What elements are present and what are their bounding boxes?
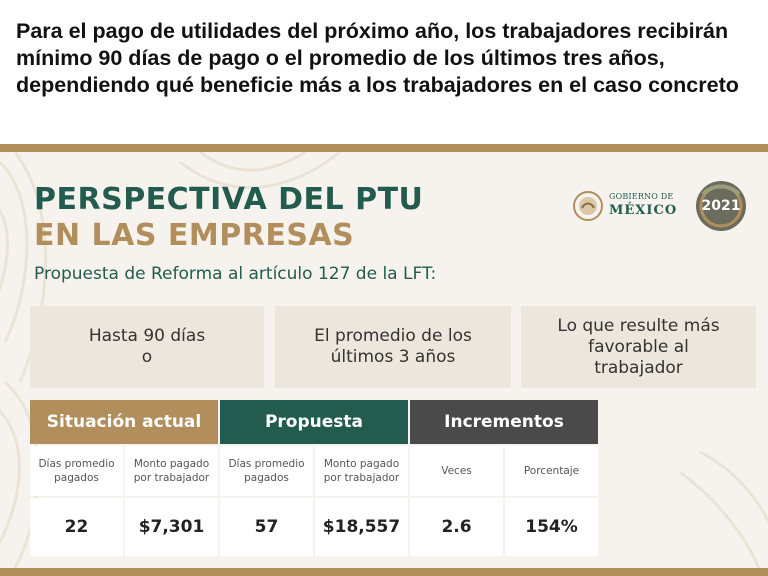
gobierno-de-mexico-logo: GOBIERNO DE MÉXICO <box>572 188 684 224</box>
logo-big-text: MÉXICO <box>609 203 678 218</box>
slide-title-line1: PERSPECTIVA DEL PTU <box>34 182 424 217</box>
card-text: El promedio de los últimos 3 años <box>314 326 472 367</box>
header-incrementos: Incrementos <box>410 400 598 444</box>
value-porcentaje: 154% <box>505 498 598 556</box>
slide-title-line2: EN LAS EMPRESAS <box>34 218 355 253</box>
card-mas-favorable: Lo que resulte más favorable al trabajad… <box>521 306 756 388</box>
card-hasta-90-dias: Hasta 90 días o <box>30 306 264 388</box>
card-text: Lo que resulte más favorable al trabajad… <box>557 315 720 378</box>
card-text: Hasta 90 días o <box>88 326 206 367</box>
bottom-gold-bar <box>0 568 768 576</box>
eagle-emblem-icon <box>573 191 603 221</box>
top-gold-bar <box>0 144 768 152</box>
logo-small-text: GOBIERNO DE <box>609 192 674 201</box>
logo-2021: 2021 <box>695 180 747 232</box>
subheader-dias-actual: Días promedio pagados <box>30 446 123 496</box>
value-monto-propuesta: $18,557 <box>315 498 408 556</box>
header-situacion-actual: Situación actual <box>30 400 218 444</box>
subheader-monto-propuesta: Monto pagado por trabajador <box>315 446 408 496</box>
slide-subtitle: Propuesta de Reforma al artículo 127 de … <box>34 264 437 284</box>
subheader-porcentaje: Porcentaje <box>505 446 598 496</box>
subheader-veces: Veces <box>410 446 503 496</box>
value-monto-actual: $7,301 <box>125 498 218 556</box>
slide: PERSPECTIVA DEL PTU EN LAS EMPRESAS Prop… <box>0 152 768 568</box>
subheader-dias-propuesta: Días promedio pagados <box>220 446 313 496</box>
card-promedio-3-anos: El promedio de los últimos 3 años <box>275 306 511 388</box>
value-veces: 2.6 <box>410 498 503 556</box>
subheader-monto-actual: Monto pagado por trabajador <box>125 446 218 496</box>
header-propuesta: Propuesta <box>220 400 408 444</box>
logo-year-text: 2021 <box>701 198 741 214</box>
value-dias-propuesta: 57 <box>220 498 313 556</box>
value-dias-actual: 22 <box>30 498 123 556</box>
headline: Para el pago de utilidades del próximo a… <box>16 19 739 97</box>
logo-2021-icon <box>696 181 746 231</box>
